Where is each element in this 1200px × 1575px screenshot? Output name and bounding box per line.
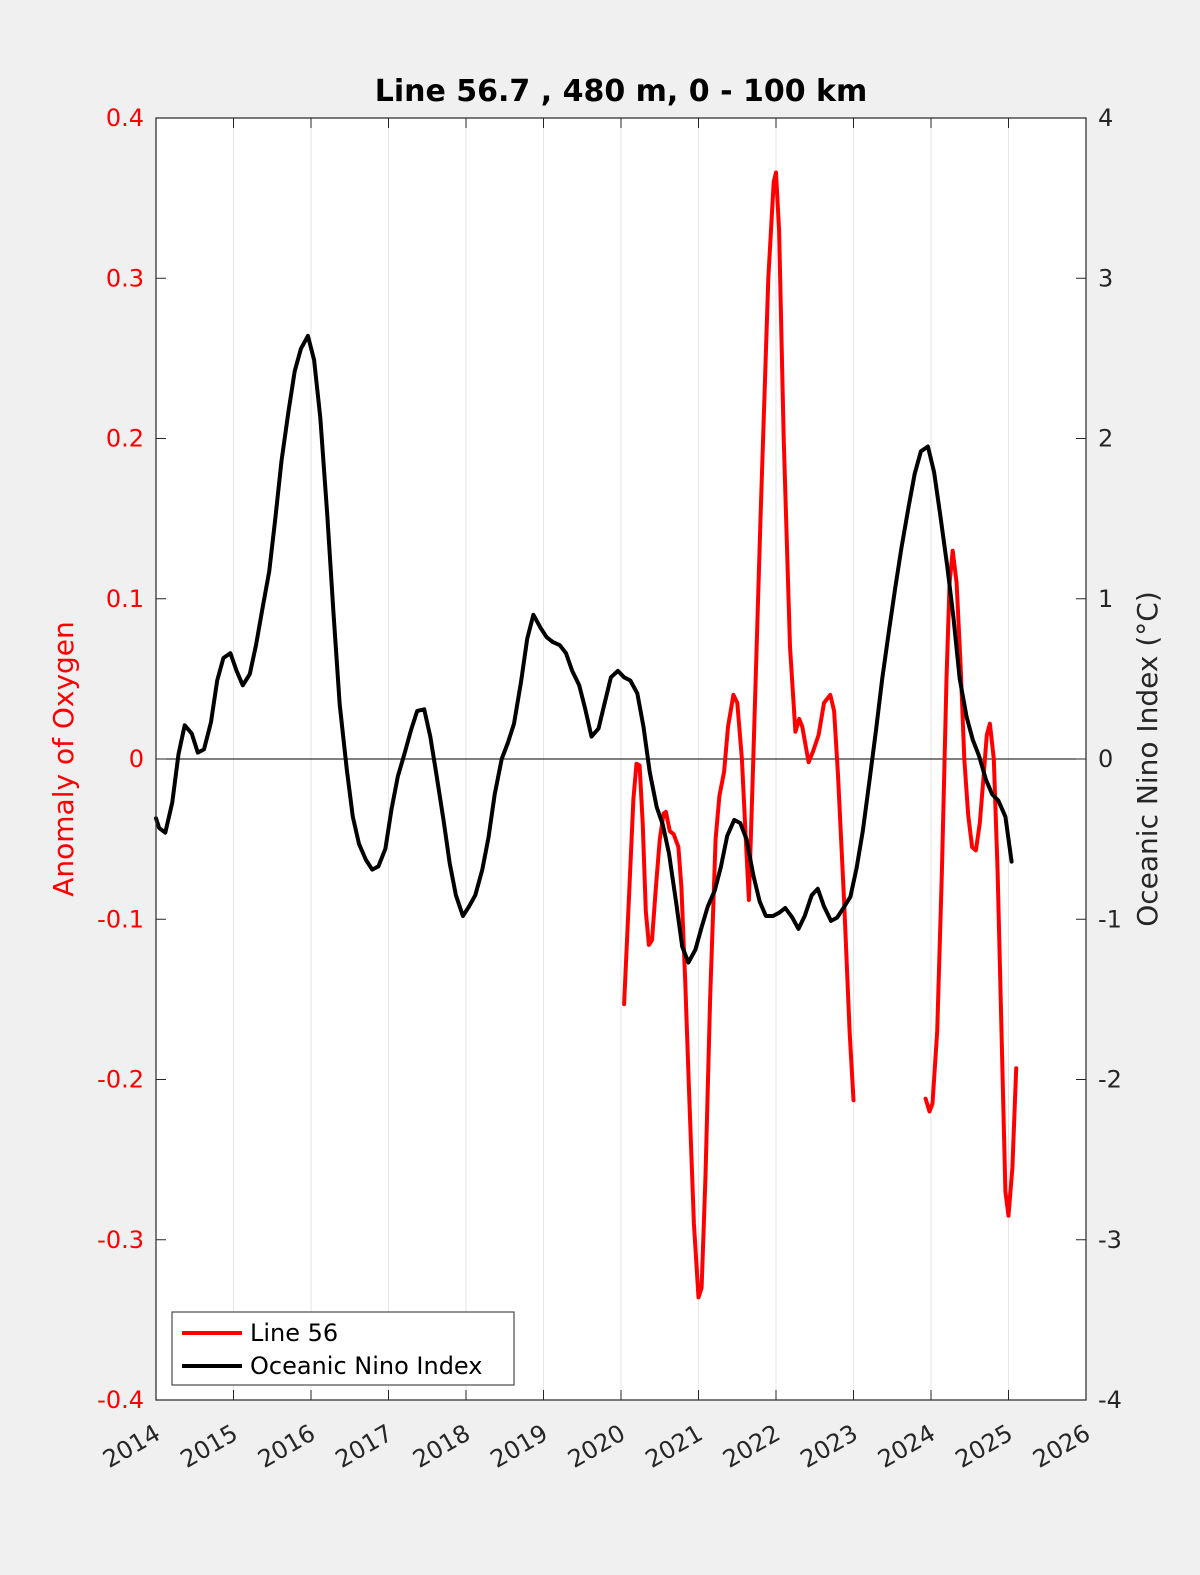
left-y-tick-label: 0 (129, 745, 144, 773)
left-y-tick-label: -0.4 (97, 1386, 144, 1414)
right-y-tick-label: -2 (1098, 1066, 1122, 1094)
right-y-tick-label: 2 (1098, 425, 1113, 453)
left-y-tick-label: 0.2 (106, 425, 144, 453)
left-y-tick-label: 0.4 (106, 104, 144, 132)
right-y-tick-label: 1 (1098, 585, 1113, 613)
right-y-tick-label: 3 (1098, 264, 1113, 292)
left-y-tick-label: 0.1 (106, 585, 144, 613)
series-line56 (923, 548, 1019, 1218)
chart-title: Line 56.7 , 480 m, 0 - 100 km (375, 74, 868, 109)
series-oceanic-nino-index (154, 333, 1014, 965)
legend-box (171, 1311, 515, 1386)
right-y-tick-label: -4 (1098, 1386, 1122, 1414)
right-y-tick-label: 4 (1098, 104, 1113, 132)
legend: Line 56 Oceanic Nino Index (171, 1311, 515, 1386)
left-y-tick-label: 0.3 (106, 264, 144, 292)
series-line56 (622, 170, 856, 1300)
right-y-tick-label: 0 (1098, 745, 1113, 773)
left-y-tick-label: -0.3 (97, 1226, 144, 1254)
left-y-tick-label: -0.2 (97, 1066, 144, 1094)
right-y-tick-label: -3 (1098, 1226, 1122, 1254)
right-y-tick-label: -1 (1098, 905, 1122, 933)
left-y-tick-label: -0.1 (97, 905, 144, 933)
right-y-axis-label: Oceanic Nino Index (°C) (1131, 591, 1164, 927)
series-layer (154, 170, 1019, 1300)
legend-label-line56: Line 56 (250, 1319, 338, 1347)
left-y-axis-label: Anomaly of Oxygen (47, 621, 80, 897)
legend-label-oni: Oceanic Nino Index (250, 1352, 482, 1380)
